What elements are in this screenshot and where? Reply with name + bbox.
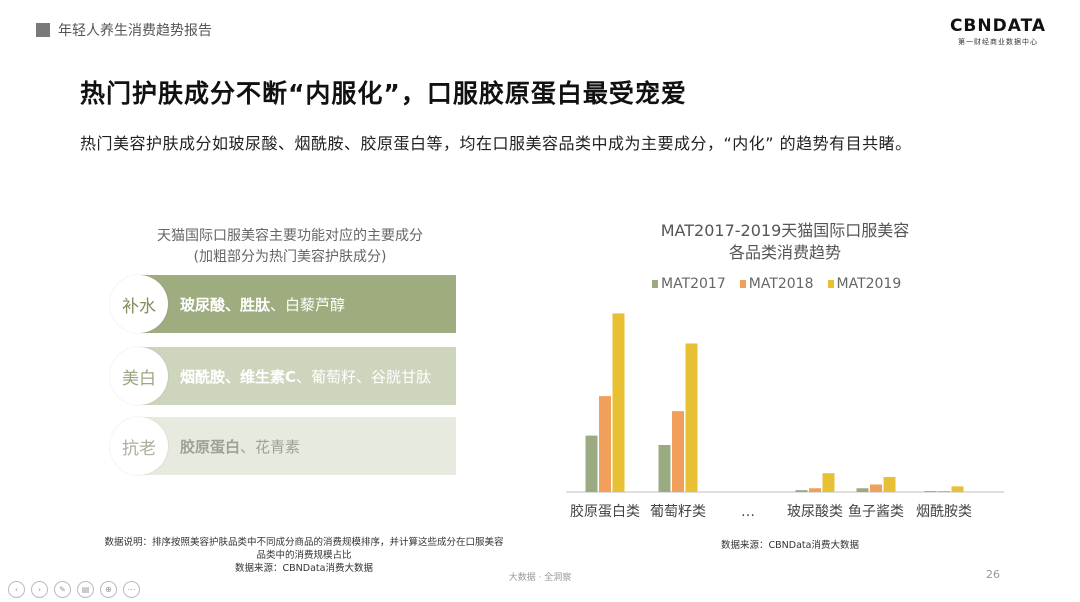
bar-chart: 胶原蛋白类 葡萄籽类 … 玻尿酸类 鱼子酱类 烟酰胺类 [566, 313, 1004, 520]
legend-item-mat2019: MAT2019 [827, 276, 902, 292]
panel-title-line2: (加粗部分为热门美容护肤成分) [193, 249, 387, 265]
chart-title-line2: 各品类消费趋势 [728, 243, 841, 262]
legend-swatch [652, 280, 658, 288]
legend-swatch [827, 280, 834, 288]
note-line1: 数据说明：排序按照美容护肤品类中不同成分商品的消费规模排序，并计算这些成分在口服… [104, 537, 504, 548]
hot-ingredients: 胶原蛋白 [180, 437, 241, 456]
legend-label: MAT2018 [748, 276, 814, 292]
x-tick-label: 胶原蛋白类 [570, 503, 640, 520]
legend-item-mat2017: MAT2017 [652, 276, 726, 292]
x-tick-label: 烟酰胺类 [916, 504, 972, 520]
row-ingredients: 玻尿酸、胜肽 、白藜芦醇 [180, 275, 345, 333]
other-ingredients: 、花青素 [240, 437, 301, 456]
panel-title-line1: 天猫国际口服美容主要功能对应的主要成分 [157, 228, 423, 244]
row-band [138, 347, 456, 405]
bar-mat2019 [822, 473, 835, 492]
other-ingredients: 、白藜芦醇 [270, 295, 346, 314]
report-header: 年轻人养生消费趋势报告 [36, 20, 212, 40]
slide-headline: 热门护肤成分不断“内服化”，口服胶原蛋白最受宠爱 [80, 79, 687, 108]
bar-mat2017 [795, 490, 808, 492]
bar-mat2017 [924, 491, 937, 492]
cbndata-logo: CBNDATA 第一财经商业数据中心 [950, 16, 1046, 47]
chart-legend: MAT2017 MAT2018 MAT2019 [652, 276, 901, 292]
bar-mat2019 [612, 313, 625, 492]
hot-ingredients: 玻尿酸、胜肽 [180, 295, 271, 314]
footer-slogan: 大数据 · 全洞察 [508, 573, 572, 583]
page-number: 26 [986, 568, 1000, 581]
ingredient-row-whitening: 美白 烟酰胺、维生素C 、葡萄籽、谷胱甘肽 [110, 347, 456, 405]
next-slide-icon[interactable]: › [31, 581, 48, 598]
ingredients-panel-title: 天猫国际口服美容主要功能对应的主要成分 (加粗部分为热门美容护肤成分) [120, 226, 460, 268]
chart-title: MAT2017-2019天猫国际口服美容 各品类消费趋势 [570, 220, 1000, 264]
more-icon[interactable]: ⋯ [123, 581, 140, 598]
chart-source: 数据来源：CBNData消费大数据 [721, 540, 859, 551]
note-source: 数据来源：CBNData消费大数据 [235, 563, 373, 574]
function-badge: 美白 [110, 347, 168, 405]
prev-slide-icon[interactable]: ‹ [8, 581, 25, 598]
bar-mat2018 [672, 411, 684, 492]
bar-mat2017 [856, 488, 869, 492]
header-square-icon [36, 23, 50, 37]
bar-mat2018 [599, 396, 611, 492]
note-line2: 品类中的消费规模占比 [256, 550, 352, 561]
slide-subline: 热门美容护肤成分如玻尿酸、烟酰胺、胶原蛋白等，均在口服美容品类中成为主要成分，“… [80, 134, 912, 153]
x-tick-label: 葡萄籽类 [650, 504, 706, 520]
legend-label: MAT2019 [836, 276, 902, 292]
x-tick-label: 玻尿酸类 [787, 504, 843, 520]
row-band [138, 275, 456, 333]
legend-item-mat2018: MAT2018 [739, 276, 814, 292]
bar-mat2018 [938, 491, 950, 492]
bar-mat2018 [809, 488, 821, 492]
logo-brand: CBNDATA [949, 16, 1046, 36]
presentation-controls: ‹ › ✎ ▤ ⊕ ⋯ [8, 581, 140, 598]
pen-icon[interactable]: ✎ [54, 581, 71, 598]
bar-mat2017 [585, 435, 598, 492]
legend-label: MAT2017 [661, 276, 726, 292]
legend-swatch [739, 280, 746, 288]
bar-mat2019 [685, 343, 698, 492]
bar-mat2019 [951, 486, 964, 492]
hot-ingredients: 烟酰胺、维生素C [180, 367, 297, 386]
function-badge: 补水 [110, 275, 168, 333]
ingredient-row-antiaging: 抗老 胶原蛋白 、花青素 [110, 417, 456, 475]
row-ingredients: 烟酰胺、维生素C 、葡萄籽、谷胱甘肽 [180, 347, 431, 405]
function-badge: 抗老 [110, 417, 168, 475]
report-title: 年轻人养生消费趋势报告 [58, 23, 212, 39]
data-note: 数据说明：排序按照美容护肤品类中不同成分商品的消费规模排序，并计算这些成分在口服… [86, 536, 522, 575]
bar-mat2019 [883, 476, 896, 492]
row-band [138, 417, 456, 475]
x-tick-label: … [741, 504, 755, 520]
bar-mat2018 [870, 484, 882, 492]
bar-mat2017 [658, 445, 671, 492]
logo-subtitle: 第一财经商业数据中心 [957, 38, 1038, 46]
other-ingredients: 、葡萄籽、谷胱甘肽 [296, 367, 432, 386]
row-ingredients: 胶原蛋白 、花青素 [180, 417, 300, 475]
zoom-icon[interactable]: ⊕ [100, 581, 117, 598]
chart-title-line1: MAT2017-2019天猫国际口服美容 [660, 221, 910, 240]
ingredient-row-hydration: 补水 玻尿酸、胜肽 、白藜芦醇 [110, 275, 456, 333]
slides-icon[interactable]: ▤ [77, 581, 94, 598]
x-tick-label: 鱼子酱类 [848, 503, 904, 520]
